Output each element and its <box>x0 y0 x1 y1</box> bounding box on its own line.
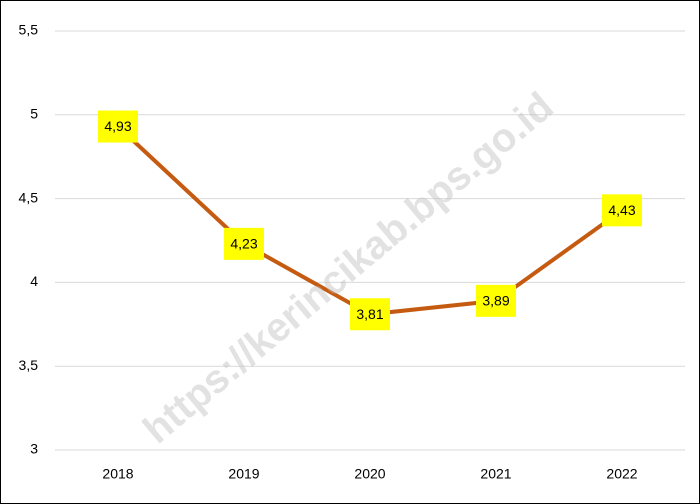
x-tick-label: 2021 <box>480 466 511 482</box>
data-label: 3,89 <box>482 293 509 309</box>
data-label-box <box>602 194 642 227</box>
data-label-box <box>350 298 390 331</box>
data-label: 3,81 <box>356 306 383 322</box>
data-label: 4,43 <box>608 202 635 218</box>
data-label-box <box>224 227 264 260</box>
data-label-box <box>98 110 138 143</box>
data-label: 4,23 <box>230 236 257 252</box>
x-tick-label: 2018 <box>102 466 133 482</box>
data-label-box <box>476 284 516 317</box>
data-label: 4,93 <box>104 118 131 134</box>
y-tick-label: 3 <box>30 441 38 457</box>
grid <box>55 30 685 451</box>
x-tick-label: 2022 <box>606 466 637 482</box>
y-tick-label: 3,5 <box>19 357 39 373</box>
y-tick-label: 5 <box>30 106 38 122</box>
y-tick-label: 4 <box>30 273 38 289</box>
x-tick-label: 2019 <box>228 466 259 482</box>
y-tick-label: 5,5 <box>19 22 39 38</box>
x-tick-label: 2020 <box>354 466 385 482</box>
y-tick-label: 4,5 <box>19 189 39 205</box>
